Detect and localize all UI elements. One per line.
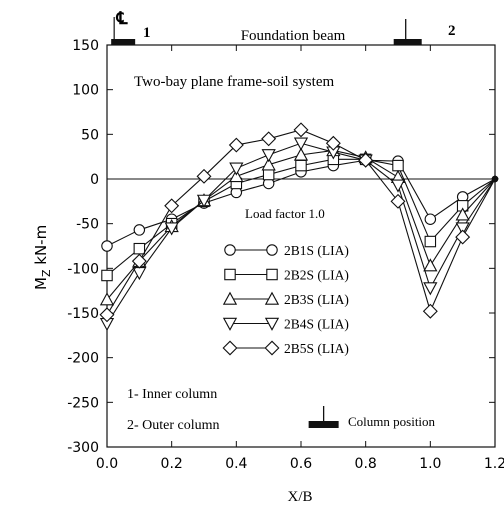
series-2b5s [99, 122, 499, 323]
series-group [99, 122, 499, 332]
marker-triangle-down [264, 317, 280, 331]
marker-triangle-down [229, 162, 244, 176]
y-tick-label: 50 [81, 127, 99, 143]
marker-triangle-up [455, 207, 470, 221]
marker-triangle-down [423, 282, 438, 296]
marker-diamond [131, 253, 147, 269]
y-axis-label-subscript: Z [40, 269, 53, 277]
marker-triangle-up [229, 168, 244, 183]
y-tick-label: -50 [76, 217, 99, 233]
marker-triangle-down [164, 222, 179, 236]
column-markers [111, 17, 422, 428]
legend-label: 2B5S (LIA) [284, 341, 349, 356]
marker-triangle-up [261, 157, 276, 171]
x-tick-label: 0.2 [161, 456, 183, 472]
marker-circle [266, 244, 278, 256]
x-tick-label: 0.8 [355, 456, 377, 472]
x-tick-labels: 0.0 0.2 0.4 0.6 0.8 1.0 1.2 [96, 456, 504, 472]
note-inner-column: 1- Inner column [127, 387, 217, 402]
outer-column-number: 2 [448, 23, 456, 39]
marker-diamond [325, 135, 341, 151]
inner-column-marker [111, 39, 136, 45]
marker-square [266, 268, 278, 281]
marker-square [224, 268, 236, 281]
marker-diamond [99, 307, 115, 323]
marker-triangle-up [99, 292, 115, 306]
marker-diamond [455, 229, 471, 245]
marker-diamond [222, 340, 238, 356]
y-tick-label: 150 [72, 38, 99, 54]
inner-column-number: 1 [143, 25, 151, 41]
note-column-position: Column position [348, 414, 436, 429]
marker-square [101, 269, 113, 282]
y-tick-label: 100 [72, 83, 99, 99]
y-axis-label-unit: kN-m [32, 225, 50, 270]
marker-triangle-up [222, 291, 238, 305]
marker-circle [424, 213, 437, 225]
marker-triangle-down [196, 194, 212, 208]
marker-circle [133, 224, 146, 236]
marker-triangle-down [222, 317, 238, 331]
legend-label: 2B1S (LIA) [284, 243, 349, 258]
marker-triangle-up [264, 291, 280, 305]
marker-diamond [264, 340, 280, 356]
y-tick-label: -200 [67, 351, 99, 367]
y-axis-label: MZ kN-m [32, 225, 53, 290]
legend-title: Load factor 1.0 [245, 206, 325, 221]
marker-diamond [228, 137, 244, 153]
y-tick-label: 0 [90, 172, 99, 188]
x-tick-label: 1.2 [484, 456, 504, 472]
series-2b2s [101, 153, 499, 282]
marker-circle [224, 244, 236, 256]
y-tick-labels: 150 100 50 0 -50 -100 -150 -200 -250 -300 [67, 38, 99, 456]
chart-title: Two-bay plane frame-soil system [134, 74, 334, 90]
legend-label: 2B4S (LIA) [284, 317, 349, 332]
legend-label: 2B2S (LIA) [284, 268, 349, 283]
marker-triangle-up [293, 147, 309, 161]
outer-column-marker [393, 39, 422, 45]
marker-diamond [358, 152, 374, 168]
marker-triangle-up [423, 258, 438, 272]
x-tick-label: 0.4 [225, 456, 247, 472]
y-tick-label: -150 [67, 306, 99, 322]
top-label: Foundation beam [241, 28, 346, 44]
marker-square [133, 242, 146, 255]
legend-label: 2B3S (LIA) [284, 292, 349, 307]
column-position-marker [308, 421, 339, 428]
marker-triangle-down [390, 179, 406, 193]
y-tick-label: -250 [67, 395, 99, 411]
series-2b4s [99, 137, 499, 332]
marker-triangle-down [293, 137, 309, 151]
legend: 2B1S (LIA) 2B2S (LIA) 2B3S (LIA) 2B4S (LIA)… [222, 243, 349, 356]
marker-square [392, 159, 404, 172]
marker-triangle-down [261, 149, 276, 163]
marker-diamond [390, 193, 406, 209]
x-tick-label: 0.6 [290, 456, 312, 472]
marker-diamond [261, 131, 277, 147]
x-tick-label: 0.0 [96, 456, 118, 472]
marker-square [424, 235, 437, 248]
marker-square [262, 168, 275, 181]
y-tick-label: -300 [67, 440, 99, 456]
marker-circle [101, 240, 113, 252]
marker-diamond [422, 303, 438, 319]
marker-diamond [164, 198, 180, 214]
marker-diamond [196, 168, 212, 184]
marker-triangle-down [455, 222, 470, 236]
centerline-symbol: ℄ [116, 9, 129, 28]
y-axis-label-main: M [32, 277, 50, 290]
x-axis-label: X/B [287, 489, 312, 505]
marker-square [295, 159, 307, 172]
marker-diamond [293, 122, 309, 138]
x-tick-label: 1.0 [419, 456, 441, 472]
y-tick-label: -100 [67, 261, 99, 277]
end-point [491, 175, 499, 183]
note-outer-column: 2- Outer column [127, 418, 220, 433]
